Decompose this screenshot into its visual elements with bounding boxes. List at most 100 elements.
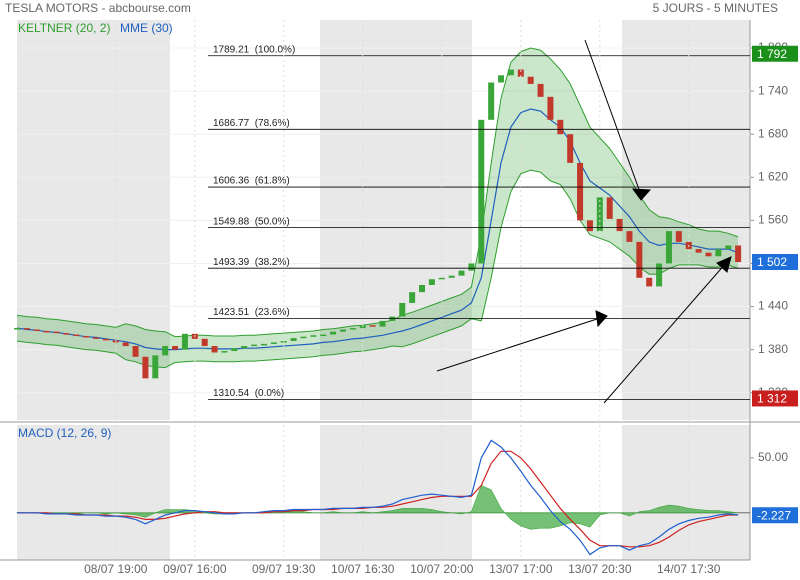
candle [181,333,188,350]
legend-mme: MME (30) [120,21,173,35]
candle [93,337,100,339]
candle [73,334,80,337]
session-band [320,425,472,560]
price-tag-label: 1 502 [757,255,787,269]
candle [428,279,435,285]
y-tick-label: 1 380 [758,342,788,356]
candle [468,263,475,271]
candle [162,346,169,356]
candle [132,346,139,357]
x-tick-label: 10/07 16:30 [331,562,395,576]
candle [675,231,682,242]
candle [251,344,258,347]
x-tick-label: 13/07 20:30 [568,562,632,576]
candle [83,335,90,338]
x-tick-label: 08/07 19:00 [84,562,148,576]
candle [172,346,179,350]
chart-title: TESLA MOTORS - abcbourse.com [5,1,191,15]
candle [290,338,297,342]
arrow-head [716,256,732,273]
y-tick-label: 1 620 [758,169,788,183]
fib-label: 1606.36 (61.8%) [213,176,290,187]
candle [458,270,465,276]
candle [152,355,159,379]
candle [211,346,218,353]
candle [695,249,702,253]
fib-label: 1423.51 (23.6%) [213,307,290,318]
candle [438,277,445,280]
candle [241,346,248,349]
candle [231,348,238,352]
y-tick-label: 1 440 [758,299,788,313]
price-tag [752,390,798,407]
fib-label: 1493.39 (38.2%) [213,257,290,268]
candle [201,338,208,347]
candle [537,83,544,97]
candle [14,328,20,330]
candle [53,331,60,334]
fib-label: 1789.21 (100.0%) [213,44,295,55]
candle [636,241,643,278]
mme-line [16,108,739,351]
candle [606,197,613,219]
candle [547,96,554,120]
candle [448,275,455,278]
candle [310,335,317,337]
y-tick-label: 1 680 [758,126,788,140]
session-band [17,425,170,560]
candle [656,263,663,287]
y-tick-label: 1 740 [758,83,788,97]
candle [498,75,505,83]
chart-subtitle: 5 JOURS - 5 MINUTES [653,1,778,15]
candle [399,302,406,317]
candle [478,119,485,264]
candle [557,119,564,135]
candle [715,249,722,257]
candle [300,336,307,339]
keltner-upper [16,47,739,338]
candle [586,220,593,232]
value-tag [752,507,798,524]
arrow [603,262,727,404]
x-tick-label: 14/07 17:30 [657,562,721,576]
fib-label: 1686.77 (78.6%) [213,118,290,129]
session-shading [17,20,750,560]
candle [577,162,584,221]
candle [567,134,574,163]
arrow [584,39,642,196]
fib-label: 1310.54 (0.0%) [213,388,284,399]
x-tick-label: 09/07 16:00 [163,562,227,576]
session-band [622,425,750,560]
candle [260,343,267,346]
candle [33,329,40,332]
candle [725,245,732,250]
candle [63,333,70,335]
candle [616,218,623,232]
candle [419,284,426,293]
candle [409,292,416,303]
candle [646,277,653,287]
candle [43,330,50,333]
candle [339,329,346,332]
price-tag [752,254,798,271]
x-tick-label: 10/07 20:00 [410,562,474,576]
candle [142,356,149,379]
candle [23,328,30,330]
candle [527,76,534,84]
candle [665,231,672,264]
candle [488,82,495,120]
candle [507,69,514,76]
legend-keltner: KELTNER (20, 2) [18,21,110,35]
value-tag-label: -2.227 [757,508,791,522]
candle [122,342,129,347]
macd-line [17,439,739,556]
candle [270,342,277,344]
y-tick-label: 1 560 [758,213,788,227]
candle [705,252,712,257]
candle [369,325,376,327]
candle [349,328,356,330]
candle [320,334,327,337]
candle [379,320,386,327]
x-tick-label: 09/07 19:30 [252,562,316,576]
annotation-arrows [436,39,732,404]
